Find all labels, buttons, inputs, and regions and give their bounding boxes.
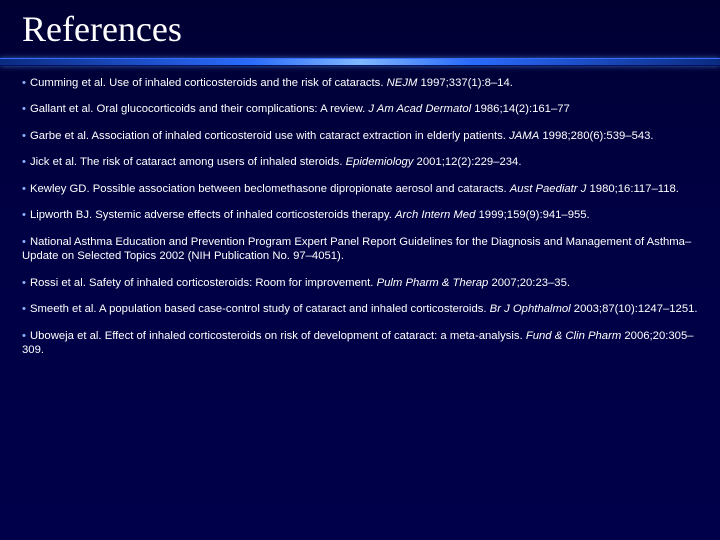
ref-journal: NEJM bbox=[387, 77, 418, 89]
ref-journal: Pulm Pharm & Therap bbox=[377, 277, 489, 289]
ref-text: Uboweja et al. Effect of inhaled cortico… bbox=[30, 330, 526, 342]
page-title: References bbox=[22, 8, 698, 50]
bullet-icon: • bbox=[22, 156, 26, 168]
ref-cite: 1997;337(1):8–14. bbox=[417, 77, 512, 89]
bullet-icon: • bbox=[22, 236, 26, 248]
reference-item: • Gallant et al. Oral glucocorticoids and… bbox=[22, 102, 698, 116]
ref-cite: 2001;12(2):229–234. bbox=[413, 156, 521, 168]
reference-item: • Kewley GD. Possible association between… bbox=[22, 182, 698, 196]
reference-item: • Uboweja et al. Effect of inhaled cortic… bbox=[22, 329, 698, 358]
reference-item: •National Asthma Education and Preventio… bbox=[22, 235, 698, 264]
references-body: • Cumming et al. Use of inhaled corticost… bbox=[0, 66, 720, 357]
ref-text: Garbe et al. Association of inhaled cort… bbox=[30, 130, 509, 142]
ref-journal: JAMA bbox=[509, 130, 539, 142]
bullet-icon: • bbox=[22, 303, 26, 315]
ref-cite: 1998;280(6):539–543. bbox=[539, 130, 653, 142]
reference-item: • Jick et al. The risk of cataract among … bbox=[22, 155, 698, 169]
ref-text: Cumming et al. Use of inhaled corticoste… bbox=[30, 77, 387, 89]
bullet-icon: • bbox=[22, 77, 26, 89]
ref-text: Rossi et al. Safety of inhaled corticost… bbox=[30, 277, 377, 289]
ref-text: Smeeth et al. A population based case-co… bbox=[30, 303, 490, 315]
ref-text: Lipworth BJ. Systemic adverse effects of… bbox=[30, 209, 395, 221]
ref-journal: Fund & Clin Pharm bbox=[526, 330, 621, 342]
ref-journal: J Am Acad Dermatol bbox=[368, 103, 471, 115]
reference-item: • Smeeth et al. A population based case-c… bbox=[22, 302, 698, 316]
reference-item: • Lipworth BJ. Systemic adverse effects o… bbox=[22, 208, 698, 222]
divider-rule bbox=[0, 58, 720, 66]
bullet-icon: • bbox=[22, 209, 26, 221]
ref-journal: Arch Intern Med bbox=[395, 209, 475, 221]
bullet-icon: • bbox=[22, 330, 26, 342]
slide: References • Cumming et al. Use of inhale… bbox=[0, 0, 720, 540]
bullet-icon: • bbox=[22, 277, 26, 289]
ref-journal: Aust Paediatr J bbox=[510, 183, 587, 195]
bullet-icon: • bbox=[22, 183, 26, 195]
ref-cite: 1999;159(9):941–955. bbox=[475, 209, 589, 221]
bullet-icon: • bbox=[22, 130, 26, 142]
reference-item: • Cumming et al. Use of inhaled corticost… bbox=[22, 76, 698, 90]
ref-journal: Br J Ophthalmol bbox=[490, 303, 571, 315]
ref-cite: 1980;16:117–118. bbox=[586, 183, 679, 195]
ref-journal: Epidemiology bbox=[346, 156, 414, 168]
ref-cite: 2007;20:23–35. bbox=[488, 277, 570, 289]
reference-item: • Garbe et al. Association of inhaled cor… bbox=[22, 129, 698, 143]
ref-text: Kewley GD. Possible association between … bbox=[30, 183, 510, 195]
ref-text: Gallant et al. Oral glucocorticoids and … bbox=[30, 103, 368, 115]
ref-text: Jick et al. The risk of cataract among u… bbox=[30, 156, 346, 168]
ref-cite: 1986;14(2):161–77 bbox=[471, 103, 570, 115]
title-wrap: References bbox=[0, 0, 720, 50]
reference-item: • Rossi et al. Safety of inhaled corticos… bbox=[22, 276, 698, 290]
ref-cite: 2003;87(10):1247–1251. bbox=[571, 303, 698, 315]
bullet-icon: • bbox=[22, 103, 26, 115]
ref-text: National Asthma Education and Prevention… bbox=[22, 236, 691, 262]
